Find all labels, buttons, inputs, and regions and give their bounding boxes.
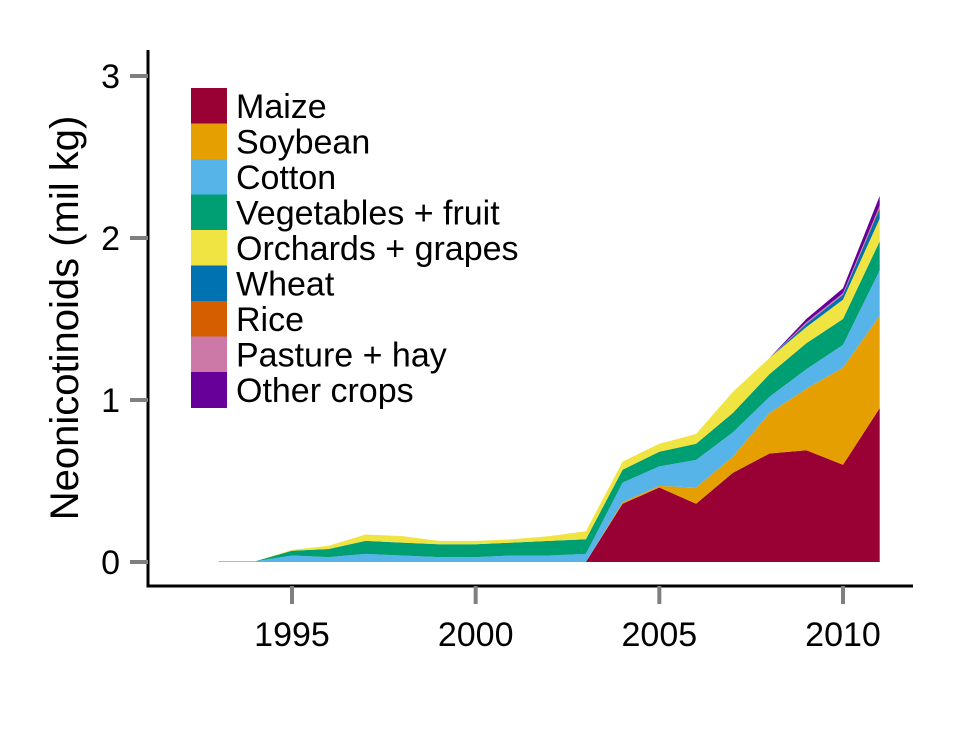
x-ticks: 1995 2000 2005 2010	[254, 586, 881, 654]
legend-label: Cotton	[236, 159, 336, 197]
area-layer	[218, 195, 880, 562]
legend-label: Rice	[236, 301, 304, 339]
legend-swatch	[191, 301, 227, 337]
x-tick-label: 2005	[622, 616, 698, 654]
legend-label: Maize	[236, 88, 327, 126]
legend-swatch	[191, 372, 227, 408]
legend-swatch	[191, 88, 227, 124]
legend-swatch	[191, 194, 227, 231]
legend-swatch	[191, 230, 227, 266]
axes	[146, 50, 913, 588]
x-tick-label: 1995	[254, 616, 330, 654]
y-ticks: 0 1 2 3	[101, 58, 148, 582]
legend-swatch	[191, 159, 227, 195]
area-series-maize	[218, 408, 880, 562]
legend-swatch	[191, 265, 227, 302]
legend-swatch	[191, 336, 227, 373]
area-series-orchards-grapes	[218, 218, 880, 562]
y-tick-label: 0	[101, 544, 120, 582]
y-tick-label: 3	[101, 58, 120, 96]
area-series-vegetables-fruit	[218, 241, 880, 562]
legend-label: Soybean	[236, 124, 370, 162]
x-tick-label: 2010	[805, 616, 881, 654]
legend-label: Other crops	[236, 372, 414, 410]
y-tick-label: 2	[101, 220, 120, 258]
x-tick-label: 2000	[438, 616, 514, 654]
y-axis-label: Neonicotinoids (mil kg)	[43, 116, 87, 521]
legend-label: Orchards + grapes	[236, 230, 519, 268]
legend-label: Pasture + hay	[236, 337, 447, 375]
legend-label: Vegetables + fruit	[236, 195, 500, 233]
legend-swatch	[191, 123, 227, 160]
y-tick-label: 1	[101, 382, 120, 420]
legend-label: Wheat	[236, 266, 335, 304]
